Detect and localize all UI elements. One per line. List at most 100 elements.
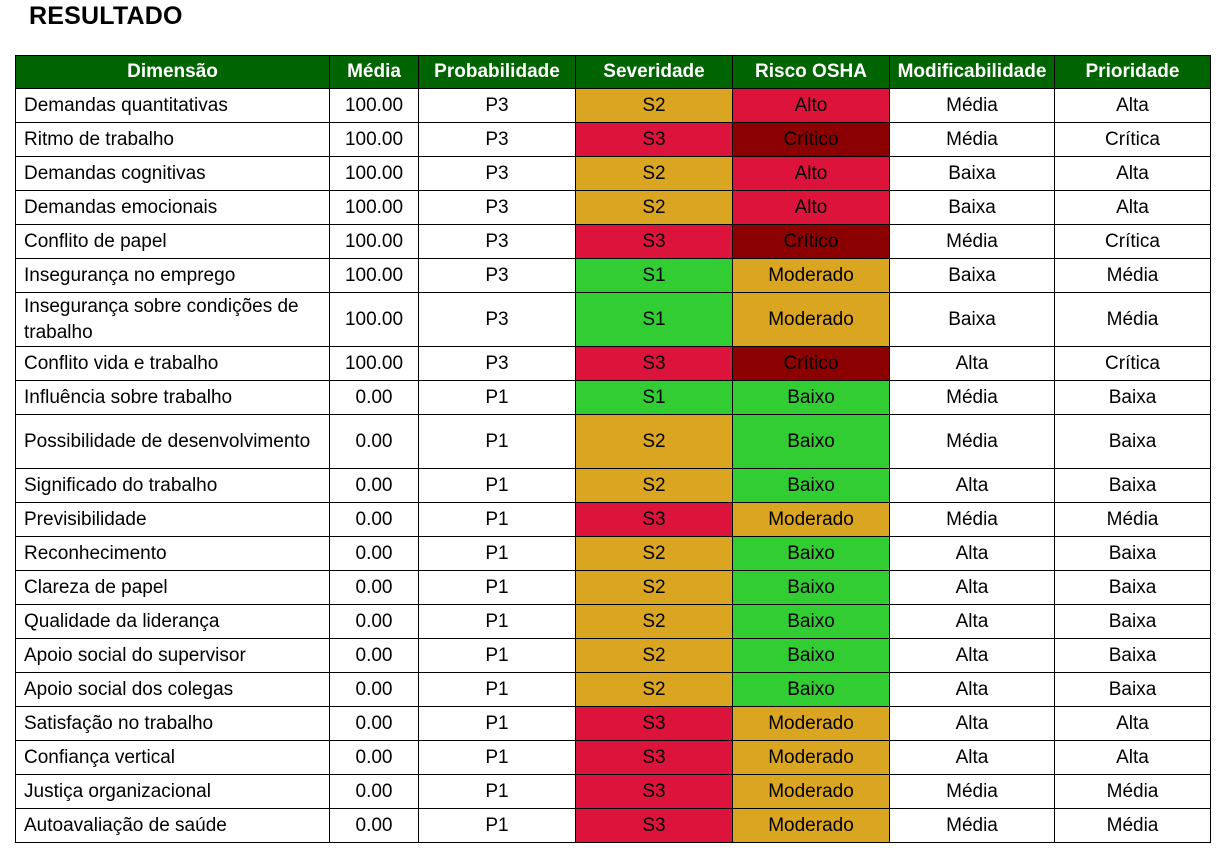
cell-risco-osha: Baixo	[732, 570, 890, 605]
header-prioridade: Prioridade	[1054, 55, 1211, 89]
cell-risco-osha: Alto	[732, 156, 890, 191]
cell-risco-osha: Baixo	[732, 536, 890, 571]
cell-probabilidade: P1	[418, 570, 576, 605]
table-body: Demandas quantitativas 100.00 P3 S2 Alto Médi…	[15, 88, 1211, 843]
cell-probabilidade: P3	[418, 190, 576, 225]
cell-risco-osha: Moderado	[732, 258, 890, 293]
cell-modificabilidade: Baixa	[889, 156, 1055, 191]
cell-dimensao: Demandas quantitativas	[15, 88, 330, 123]
cell-severidade: S2	[575, 638, 733, 673]
cell-severidade: S3	[575, 808, 733, 843]
cell-prioridade: Baixa	[1054, 414, 1211, 469]
cell-prioridade: Baixa	[1054, 570, 1211, 605]
cell-media: 100.00	[329, 190, 419, 225]
table-row: Demandas cognitivas 100.00 P3 S2 Alto Baixa Al…	[15, 156, 1211, 191]
cell-dimensao: Qualidade da liderança	[15, 604, 330, 639]
cell-dimensao: Conflito de papel	[15, 224, 330, 259]
table-header-row: Dimensão Média Probabilidade Severidade …	[15, 55, 1211, 89]
cell-modificabilidade: Média	[889, 502, 1055, 537]
cell-probabilidade: P1	[418, 740, 576, 775]
cell-severidade: S2	[575, 604, 733, 639]
cell-media: 0.00	[329, 536, 419, 571]
cell-media: 0.00	[329, 808, 419, 843]
cell-modificabilidade: Alta	[889, 740, 1055, 775]
cell-modificabilidade: Alta	[889, 604, 1055, 639]
table-row: Justiça organizacional 0.00 P1 S3 Moderado Mé…	[15, 774, 1211, 809]
cell-probabilidade: P1	[418, 380, 576, 415]
cell-media: 0.00	[329, 706, 419, 741]
cell-probabilidade: P3	[418, 224, 576, 259]
cell-probabilidade: P3	[418, 122, 576, 157]
table-row: Confiança vertical 0.00 P1 S3 Moderado Alta Al…	[15, 740, 1211, 775]
cell-dimensao: Possibilidade de desenvolvimento	[15, 414, 330, 469]
table-row: Conflito vida e trabalho 100.00 P3 S3 Crític…	[15, 346, 1211, 381]
cell-risco-osha: Moderado	[732, 706, 890, 741]
cell-severidade: S2	[575, 414, 733, 469]
cell-modificabilidade: Baixa	[889, 190, 1055, 225]
cell-modificabilidade: Média	[889, 224, 1055, 259]
cell-risco-osha: Moderado	[732, 808, 890, 843]
cell-severidade: S3	[575, 346, 733, 381]
cell-modificabilidade: Média	[889, 380, 1055, 415]
cell-prioridade: Baixa	[1054, 638, 1211, 673]
table-row: Autoavaliação de saúde 0.00 P1 S3 Moderado Mé…	[15, 808, 1211, 843]
cell-prioridade: Crítica	[1054, 224, 1211, 259]
cell-dimensao: Significado do trabalho	[15, 468, 330, 503]
cell-risco-osha: Moderado	[732, 292, 890, 347]
cell-probabilidade: P1	[418, 536, 576, 571]
cell-severidade: S2	[575, 672, 733, 707]
header-dimensao: Dimensão	[15, 55, 330, 89]
cell-dimensao: Apoio social dos colegas	[15, 672, 330, 707]
cell-media: 100.00	[329, 258, 419, 293]
cell-probabilidade: P1	[418, 672, 576, 707]
cell-risco-osha: Moderado	[732, 740, 890, 775]
cell-modificabilidade: Baixa	[889, 292, 1055, 347]
cell-media: 0.00	[329, 570, 419, 605]
cell-probabilidade: P1	[418, 706, 576, 741]
cell-dimensao: Insegurança sobre condições de trabalho	[15, 292, 330, 347]
cell-prioridade: Alta	[1054, 706, 1211, 741]
cell-risco-osha: Baixo	[732, 468, 890, 503]
table-row: Previsibilidade 0.00 P1 S3 Moderado Média Médi…	[15, 502, 1211, 537]
cell-severidade: S1	[575, 380, 733, 415]
cell-prioridade: Crítica	[1054, 346, 1211, 381]
cell-risco-osha: Crítico	[732, 224, 890, 259]
cell-modificabilidade: Alta	[889, 536, 1055, 571]
cell-prioridade: Baixa	[1054, 536, 1211, 571]
cell-probabilidade: P1	[418, 808, 576, 843]
table-row: Satisfação no trabalho 0.00 P1 S3 Moderado Al…	[15, 706, 1211, 741]
header-media: Média	[329, 55, 419, 89]
cell-modificabilidade: Alta	[889, 570, 1055, 605]
cell-media: 100.00	[329, 156, 419, 191]
cell-dimensao: Confiança vertical	[15, 740, 330, 775]
page-title: RESULTADO	[29, 2, 183, 30]
cell-prioridade: Baixa	[1054, 468, 1211, 503]
cell-prioridade: Alta	[1054, 156, 1211, 191]
cell-prioridade: Média	[1054, 258, 1211, 293]
cell-risco-osha: Baixo	[732, 638, 890, 673]
cell-risco-osha: Crítico	[732, 346, 890, 381]
cell-modificabilidade: Média	[889, 414, 1055, 469]
table-row: Clareza de papel 0.00 P1 S2 Baixo Alta Baixa	[15, 570, 1211, 605]
cell-risco-osha: Moderado	[732, 774, 890, 809]
cell-risco-osha: Crítico	[732, 122, 890, 157]
cell-prioridade: Alta	[1054, 88, 1211, 123]
cell-prioridade: Alta	[1054, 740, 1211, 775]
cell-severidade: S1	[575, 258, 733, 293]
cell-severidade: S2	[575, 536, 733, 571]
cell-media: 0.00	[329, 604, 419, 639]
cell-risco-osha: Baixo	[732, 604, 890, 639]
cell-severidade: S2	[575, 156, 733, 191]
cell-dimensao: Autoavaliação de saúde	[15, 808, 330, 843]
cell-severidade: S2	[575, 570, 733, 605]
cell-risco-osha: Baixo	[732, 414, 890, 469]
cell-severidade: S2	[575, 88, 733, 123]
cell-severidade: S1	[575, 292, 733, 347]
cell-probabilidade: P1	[418, 468, 576, 503]
cell-modificabilidade: Alta	[889, 346, 1055, 381]
header-risco-osha: Risco OSHA	[732, 55, 890, 89]
cell-severidade: S3	[575, 706, 733, 741]
cell-dimensao: Ritmo de trabalho	[15, 122, 330, 157]
cell-probabilidade: P3	[418, 88, 576, 123]
cell-media: 0.00	[329, 672, 419, 707]
